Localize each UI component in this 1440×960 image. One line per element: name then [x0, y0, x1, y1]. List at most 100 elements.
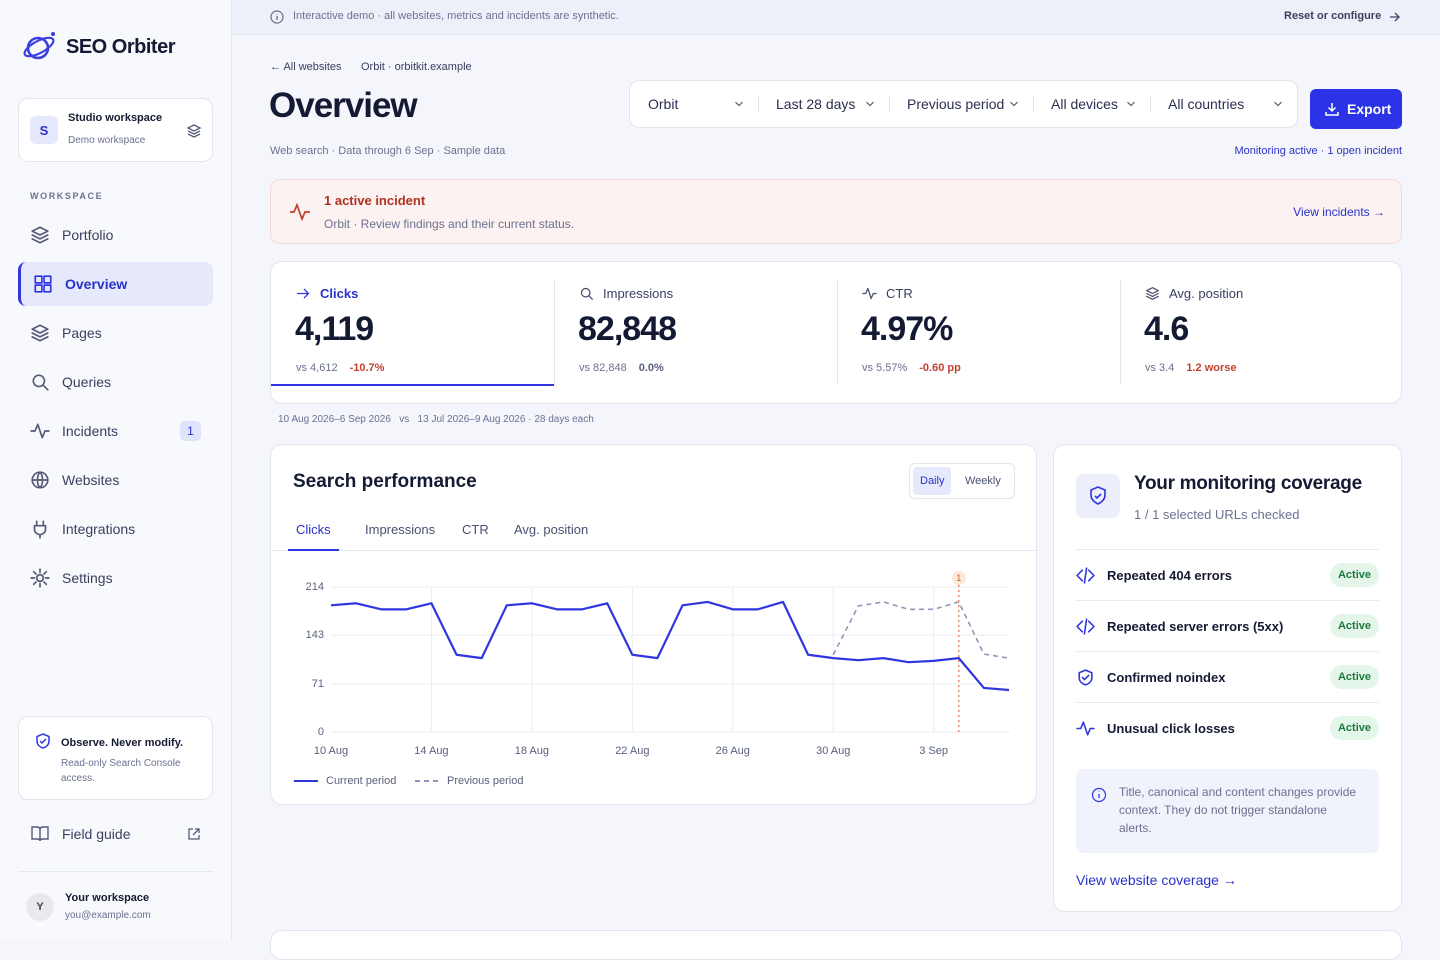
incident-marker [951, 571, 966, 585]
coverage-note: Title, canonical and content changes pro… [1076, 769, 1379, 853]
coverage-rule: Repeated server errors (5xx) Active [1076, 600, 1379, 651]
toggle-option[interactable]: Weekly [965, 475, 1001, 487]
incident-marker-label: 1 [956, 573, 961, 583]
nav-item[interactable]: Pages [18, 311, 213, 355]
kpi-compare: vs 82,848 0.0% [579, 362, 664, 374]
filter-separator [1033, 95, 1034, 113]
site-breadcrumb: Orbit · orbitkit.example [361, 61, 472, 73]
filter-select[interactable]: Orbit [630, 81, 758, 127]
back-link[interactable]: ← All websites [270, 61, 342, 73]
chart-tab[interactable]: Impressions [365, 522, 436, 537]
coverage-link[interactable]: View website coverage → [1076, 872, 1237, 888]
banner-text: Interactive demo · all websites, metrics… [293, 10, 619, 22]
next-card [270, 930, 1402, 960]
download-icon [1325, 103, 1339, 116]
kpi-value: 82,848 [578, 310, 677, 348]
kpi-compare: vs 5.57% -0.60 pp [862, 362, 961, 374]
incident-text: Orbit · Review findings and their curren… [324, 217, 575, 231]
user-avatar: Y [26, 893, 54, 921]
x-tick-label: 30 Aug [816, 745, 850, 757]
external-icon [188, 828, 200, 840]
performance-card: Search performance Daily Weekly Clicks Imp… [270, 444, 1037, 805]
x-tick-label: 22 Aug [615, 745, 649, 757]
chevron-icon [735, 101, 743, 107]
export-button[interactable]: Export [1310, 89, 1402, 129]
filter-separator [758, 95, 759, 113]
nav-item[interactable]: Incidents 1 [18, 409, 213, 453]
kpi-divider [1120, 280, 1121, 385]
kpi-compare: vs 4,612 -10.7% [296, 362, 384, 374]
nav-item[interactable]: Queries [18, 360, 213, 404]
kpi-tile[interactable]: CTR 4.97% vs 5.57% -0.60 pp [837, 262, 1120, 403]
rule-icon [1076, 720, 1095, 736]
rule-name: Repeated 404 errors [1107, 567, 1233, 583]
tab-divider [271, 550, 1036, 551]
kpi-value: 4.6 [1144, 310, 1189, 348]
user-email: you@example.com [65, 910, 151, 921]
nav-label: Settings [62, 570, 113, 586]
notice-text: Read-only Search Console access. [61, 758, 181, 784]
kpi-tile[interactable]: Clicks 4,119 vs 4,612 -10.7% [271, 262, 554, 403]
kpi-tile[interactable]: Avg. position 4.6 vs 3.4 1.2 worse [1120, 262, 1401, 403]
granularity-toggle: Daily Weekly [909, 463, 1015, 499]
period-note: 10 Aug 2026–6 Sep 2026 vs 13 Jul 2026–9 … [278, 414, 594, 425]
kpi-divider [554, 280, 555, 385]
nav-item[interactable]: Portfolio [18, 213, 213, 257]
nav-item[interactable]: Settings [18, 556, 213, 600]
workspace-subtitle: Demo workspace [68, 135, 146, 146]
nav-item[interactable]: Integrations [18, 507, 213, 551]
legend-label: Previous period [447, 775, 523, 787]
kpi-icon [297, 288, 310, 299]
filter-label: Orbit [648, 96, 679, 112]
x-tick-label: 14 Aug [414, 745, 448, 757]
sidebar: SEO Orbiter S Studio workspace Demo work… [0, 0, 232, 940]
chevron-icon [866, 101, 874, 107]
filter-select[interactable]: All devices [1033, 81, 1150, 127]
view-incidents-link[interactable]: View incidents → [1293, 205, 1385, 219]
reset-link[interactable]: Reset or configure [1284, 10, 1382, 22]
nav-icon [33, 520, 47, 539]
y-tick-label: 214 [306, 581, 324, 593]
chevron-icon [1274, 101, 1282, 107]
coverage-subtitle: 1 / 1 selected URLs checked [1134, 507, 1300, 522]
rule-icon [1078, 668, 1093, 686]
nav-label: Websites [62, 472, 120, 488]
series-line [832, 601, 1010, 659]
coverage-rule: Confirmed noindex Active [1076, 651, 1379, 702]
nav-icon [34, 275, 52, 293]
kpi-tile[interactable]: Impressions 82,848 vs 82,848 0.0% [554, 262, 837, 403]
chevron-icon [1127, 101, 1135, 107]
filter-select[interactable]: Last 28 days [758, 81, 889, 127]
brand: SEO Orbiter [66, 36, 175, 58]
kpi-divider [837, 280, 838, 385]
nav-label: Portfolio [62, 227, 114, 243]
filter-select[interactable]: All countries [1150, 81, 1297, 127]
field-guide-link[interactable]: Field guide [18, 816, 213, 852]
kpi-label: Clicks [320, 286, 359, 301]
filter-select[interactable]: Previous period [889, 81, 1033, 127]
kpi-previous: vs 3.4 [1145, 362, 1175, 374]
divider [18, 871, 213, 872]
chart-tab[interactable]: Clicks [288, 511, 339, 551]
filter-separator [889, 95, 890, 113]
rule-icon [1076, 617, 1095, 635]
nav-label: Overview [65, 276, 128, 292]
kpi-previous: vs 5.57% [862, 362, 908, 374]
kpi-previous: vs 82,848 [579, 362, 627, 374]
kpi-value: 4,119 [295, 310, 374, 348]
pulse-icon [290, 202, 310, 222]
filter-label: Last 28 days [776, 96, 856, 112]
nav-icon [30, 423, 50, 439]
chart-tab[interactable]: Avg. position [514, 522, 589, 537]
series-line [330, 600, 1010, 692]
status-badge: Active [1329, 716, 1379, 740]
chart-tab[interactable]: CTR [462, 522, 489, 537]
x-tick-label: 10 Aug [314, 745, 348, 757]
nav-item[interactable]: Overview [18, 262, 213, 306]
workspace-switcher[interactable]: S Studio workspace Demo workspace [18, 98, 213, 162]
toggle-option[interactable]: Daily [913, 467, 952, 495]
nav-icon [31, 226, 49, 244]
export-label: Export [1347, 101, 1392, 117]
nav-item[interactable]: Websites [18, 458, 213, 502]
active-underline [271, 384, 554, 386]
